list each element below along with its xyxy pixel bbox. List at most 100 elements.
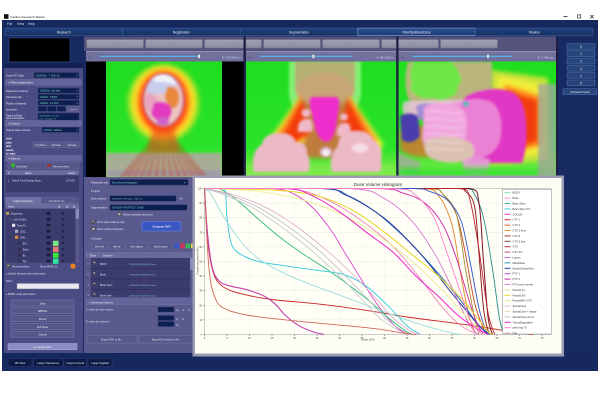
svg-text:▣: ▣: [66, 205, 69, 208]
svg-text:1/31/20/64: axe tant: 1/31/20/64: axe tant: [40, 114, 60, 117]
svg-text:Test Dose: Test Dose: [35, 144, 46, 147]
svg-text:S: 225.500mm: S: 225.500mm: [222, 55, 242, 59]
svg-text:PTV 2: PTV 2: [513, 277, 521, 281]
svg-text:Add: Add: [6, 137, 12, 141]
svg-text:Hide all: Hide all: [113, 245, 121, 248]
svg-text:V metric for dose values:: V metric for dose values:: [86, 309, 114, 312]
svg-text:CTV 3 6os: CTV 3 6os: [513, 239, 526, 243]
svg-text:Cancel: Cancel: [38, 333, 47, 337]
svg-text:1/23/2001 : T ONL SC: 1/23/2001 : T ONL SC: [36, 74, 61, 77]
svg-text:Brain: Brain: [513, 196, 520, 200]
svg-text:4: 4: [580, 74, 582, 78]
svg-text:Dose (GY): Dose (GY): [361, 338, 374, 342]
svg-text:Structure set:: Structure set:: [6, 95, 22, 99]
svg-text:[Default Panel]: [Default Panel]: [571, 90, 590, 94]
svg-text:10: 10: [199, 319, 202, 322]
svg-text:CTV 2: CTV 2: [513, 223, 521, 227]
svg-text:GTV PV: GTV PV: [513, 250, 523, 254]
svg-text:▸ Advanced Options: ▸ Advanced Options: [89, 300, 114, 304]
svg-text:Parameter set:: Parameter set:: [91, 181, 109, 185]
svg-text:Full Dose: Full Dose: [37, 325, 49, 329]
svg-text:DoseVolumeHistogram: DoseVolumeHistogram: [112, 182, 138, 185]
svg-text:30: 30: [338, 337, 341, 340]
svg-text:View: View: [17, 22, 25, 26]
svg-text:Start: Start: [40, 301, 46, 305]
svg-text:Name: Name: [25, 172, 32, 175]
svg-text:3D View: 3D View: [15, 361, 26, 365]
svg-text:–: –: [232, 42, 234, 46]
svg-text:▾: ▾: [77, 96, 78, 99]
svg-text:▾ Output: ▾ Output: [9, 122, 21, 126]
svg-text:Target vol/Total: Target vol/Total: [6, 114, 23, 117]
svg-text:nth-CHUM...: nth-CHUM...: [14, 219, 28, 222]
svg-text:pres. dosage: 01: pres. dosage: 01: [40, 117, 57, 120]
svg-text:R: 1.400mm: R: 1.400mm: [538, 55, 555, 59]
svg-text:cc: cc: [182, 310, 185, 312]
svg-text:◂: ◂: [402, 55, 404, 59]
svg-text:Gy: Gy: [176, 325, 180, 327]
svg-text:▾ Plan parameters: ▾ Plan parameters: [9, 81, 34, 85]
svg-text:Subject hierarchy: Subject hierarchy: [13, 200, 33, 203]
svg-text:–: –: [468, 42, 470, 46]
svg-text:5: 5: [226, 337, 228, 340]
svg-text:1/23/2001: RTDOSE: Tomo: 1/23/2001: RTDOSE: Tomo: [129, 295, 156, 297]
svg-text:TissueEquivalent: TissueEquivalent: [513, 320, 534, 324]
svg-text:187.038: 187.038: [66, 180, 75, 183]
svg-text:Active RT plan:: Active RT plan:: [6, 74, 25, 78]
svg-text:Select individual structures: Select individual structures: [123, 213, 153, 216]
svg-text:Isocenter:: Isocenter:: [6, 107, 18, 111]
svg-text:BODY: BODY: [100, 263, 107, 266]
svg-text:–: –: [291, 42, 293, 46]
svg-text:30: 30: [199, 290, 202, 293]
svg-text:▸ MRML node information: ▸ MRML node information: [6, 292, 36, 296]
svg-text:Gantry: Gantry: [68, 172, 76, 175]
svg-text:1021...: 1021...: [20, 230, 28, 233]
svg-text:1/24/2024: RTSTRUCT: TOMO: 1/24/2024: RTSTRUCT: TOMO: [112, 207, 144, 209]
svg-text:Dose Volume Histogram: Dose Volume Histogram: [354, 182, 403, 187]
svg-text:Export DVH metrics to file...: Export DVH metrics to file...: [152, 339, 182, 342]
svg-text:15: 15: [271, 337, 274, 340]
svg-text:CTV 2 4cm: CTV 2 4cm: [513, 229, 527, 233]
svg-text:3: 3: [87, 284, 89, 287]
svg-text:Add beam: Add beam: [16, 166, 27, 169]
svg-text:cc: cc: [176, 319, 179, 321]
svg-text:Show dose volumes only: Show dose volumes only: [97, 221, 125, 224]
svg-text:SpinalCord: SpinalCord: [513, 304, 527, 308]
svg-text:1/24/20 : LG POI: 1/24/20 : LG POI: [40, 102, 59, 105]
svg-text:GTV: GTV: [513, 245, 519, 249]
svg-text:–: –: [409, 42, 411, 46]
svg-text:Mouth/CaviteOral: Mouth/CaviteOral: [513, 266, 534, 270]
svg-text:4: 4: [87, 294, 89, 297]
svg-text:Sp...: Sp...: [23, 260, 28, 263]
svg-text:Parotid (R): Parotid (R): [513, 293, 526, 297]
svg-text:60: 60: [199, 246, 202, 249]
svg-text:and: and: [6, 144, 11, 148]
svg-text:–: –: [114, 42, 116, 46]
svg-text:Br...: Br...: [23, 254, 28, 257]
svg-text:▾ Beams: ▾ Beams: [9, 157, 21, 161]
svg-text:SpinalCord +2mm: SpinalCord +2mm: [513, 315, 535, 319]
svg-text:Brain Stem: Brain Stem: [513, 202, 527, 206]
svg-text:1/24/20 : TOMO: 1/24/20 : TOMO: [40, 96, 58, 99]
svg-text:Brain: Brain: [100, 273, 106, 276]
svg-text:20: 20: [293, 337, 296, 340]
svg-text:2: 2: [87, 273, 89, 276]
svg-text:◂: ◂: [249, 55, 251, 59]
svg-text:70: 70: [199, 231, 202, 234]
svg-text:◂: ◂: [89, 55, 91, 59]
svg-text:20: 20: [199, 304, 202, 307]
svg-text:Intellius Research Station: Intellius Research Station: [10, 15, 45, 19]
svg-text:▸ Subject hierarchy item infor: ▸ Subject hierarchy item information: [6, 273, 46, 276]
svg-text:▣: ▣: [73, 205, 76, 208]
svg-text:Registration: Registration: [173, 30, 190, 34]
svg-text:50: 50: [428, 337, 431, 340]
svg-text:Parotid(R)--CTV: Parotid(R)--CTV: [513, 299, 533, 303]
svg-text:Brain: Brain: [23, 248, 29, 251]
svg-text:PTV 1: PTV 1: [513, 272, 521, 276]
svg-text:Fractional volume (%): Fractional volume (%): [196, 247, 200, 274]
svg-text:45: 45: [406, 337, 409, 340]
svg-text:to start: to start: [6, 152, 16, 156]
svg-text:2: 2: [580, 60, 582, 64]
svg-text:Brain Stem: Brain Stem: [100, 284, 112, 287]
svg-text:5: 5: [580, 81, 582, 85]
